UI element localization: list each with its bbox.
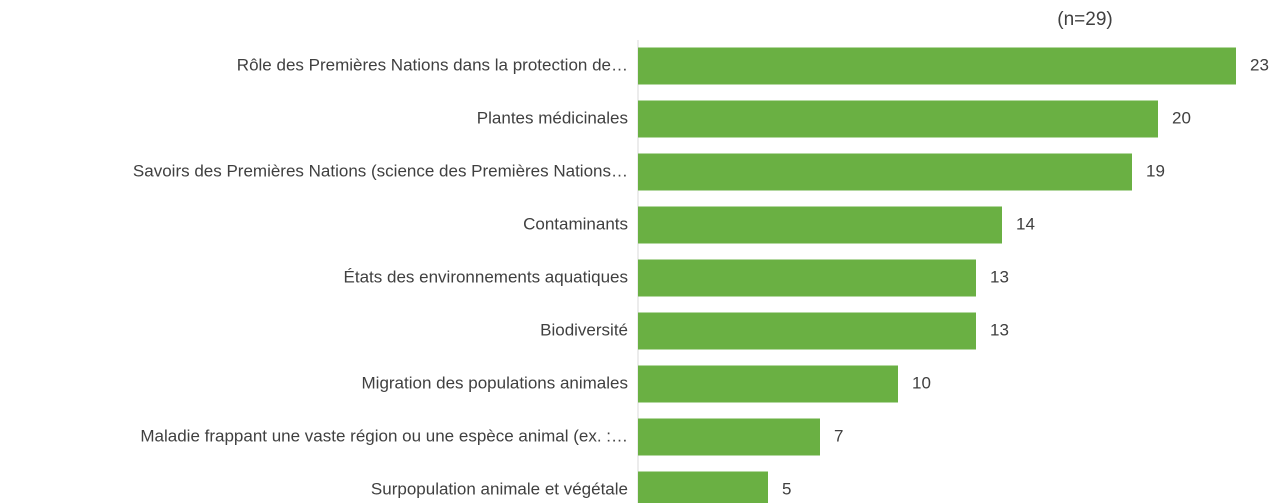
chart-subtitle: (n=29) (1057, 9, 1112, 30)
category-label: Biodiversité (540, 320, 628, 339)
bar (638, 365, 898, 403)
bar (638, 312, 976, 350)
data-label: 19 (1146, 161, 1165, 180)
category-label: Surpopulation animale et végétale (371, 479, 628, 498)
bar (638, 471, 768, 503)
data-label: 5 (782, 479, 791, 498)
bar (638, 418, 820, 456)
category-label: États des environnements aquatiques (344, 267, 628, 286)
category-label: Maladie frappant une vaste région ou une… (140, 426, 628, 445)
data-label: 23 (1250, 55, 1269, 74)
bar (638, 153, 1132, 191)
data-label: 20 (1172, 108, 1191, 127)
bar (638, 47, 1236, 85)
category-label: Plantes médicinales (477, 108, 628, 127)
data-label: 10 (912, 373, 931, 392)
category-label: Rôle des Premières Nations dans la prote… (237, 55, 628, 74)
bar (638, 259, 976, 297)
data-label: 13 (990, 320, 1009, 339)
category-label: Migration des populations animales (362, 373, 629, 392)
data-label: 7 (834, 426, 843, 445)
category-label: Savoirs des Premières Nations (science d… (133, 161, 628, 180)
data-label: 14 (1016, 214, 1035, 233)
bar (638, 100, 1158, 138)
category-label: Contaminants (523, 214, 628, 233)
data-label: 13 (990, 267, 1009, 286)
bar (638, 206, 1002, 244)
